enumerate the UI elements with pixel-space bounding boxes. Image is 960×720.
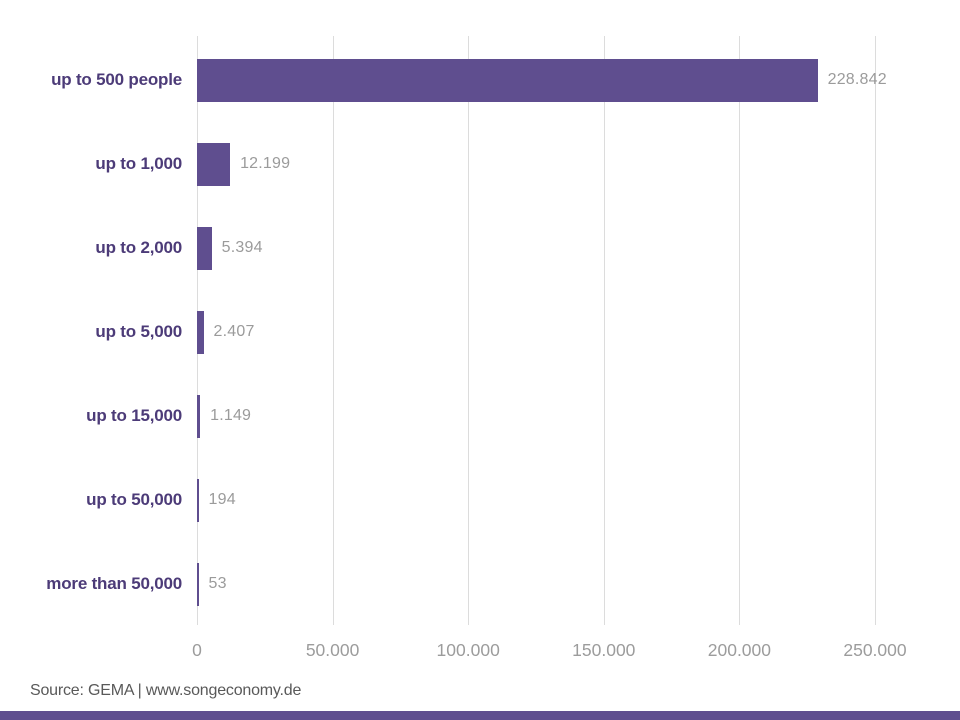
category-label: up to 2,000 <box>95 238 182 257</box>
bar <box>197 142 231 186</box>
x-axis-tick-label: 50.000 <box>305 640 360 660</box>
value-label: 1.149 <box>210 407 252 424</box>
x-axis-tick-label: 200.000 <box>707 640 772 660</box>
category-label: up to 1,000 <box>95 154 182 173</box>
bar <box>197 394 201 438</box>
category-label: up to 500 people <box>51 70 182 89</box>
x-axis-tick-label: 250.000 <box>843 640 907 660</box>
bar <box>197 562 199 606</box>
value-label: 53 <box>208 575 227 592</box>
bar <box>197 58 818 102</box>
gridline <box>603 36 605 625</box>
category-label: up to 15,000 <box>86 406 182 425</box>
gridline <box>332 36 334 625</box>
category-label: more than 50,000 <box>46 574 182 593</box>
value-label: 2.407 <box>213 323 255 340</box>
bar <box>197 226 212 270</box>
value-label: 194 <box>208 491 236 508</box>
gridline <box>875 36 876 625</box>
x-axis-tick-label: 100.000 <box>436 640 500 660</box>
gridline <box>739 36 741 625</box>
source-text: Source: GEMA | www.songeconomy.de <box>30 682 302 699</box>
value-label: 12.199 <box>240 155 291 172</box>
value-label: 228.842 <box>827 71 887 88</box>
bar <box>197 478 199 522</box>
gridline <box>468 36 470 625</box>
x-axis-tick-label: 150.000 <box>572 640 636 660</box>
x-axis-tick-label: 0 <box>192 640 202 660</box>
category-label: up to 5,000 <box>95 322 182 341</box>
category-label: up to 50,000 <box>86 490 182 509</box>
bar <box>197 310 204 354</box>
footer-accent-bar <box>0 711 960 720</box>
value-label: 5.394 <box>221 239 263 256</box>
